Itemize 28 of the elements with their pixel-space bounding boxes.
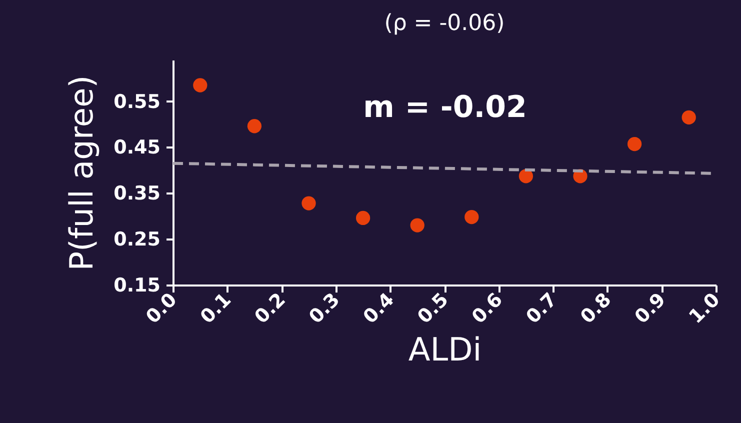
x-tick-label: 0.3 — [304, 288, 344, 328]
y-axis-title: P(full agree) — [62, 75, 101, 271]
annotation: m = -0.02 — [363, 90, 527, 125]
point — [464, 210, 479, 224]
point — [627, 136, 642, 152]
x-tick-label: 0.5 — [413, 288, 453, 328]
point — [193, 78, 208, 92]
y-tick-label: 0.55 — [114, 90, 160, 113]
x-tick-label: 0.4 — [359, 288, 398, 328]
x-tick-label: 0.8 — [576, 288, 616, 328]
y-tick-label: 0.25 — [114, 228, 160, 251]
point — [247, 119, 262, 134]
y-tick-label: 0.15 — [114, 274, 160, 296]
y-tick-label: 0.45 — [114, 136, 160, 159]
x-tick-label: 0.9 — [630, 288, 670, 328]
y-tick-label: 0.35 — [114, 182, 160, 205]
x-tick-label: 0.6 — [468, 288, 508, 328]
point — [518, 169, 534, 184]
x-tick-label: 1.0 — [684, 288, 724, 328]
point — [356, 210, 370, 226]
point — [410, 218, 424, 232]
x-tick-label: 0.1 — [196, 288, 236, 328]
x-tick-label: 0.7 — [522, 288, 562, 328]
point — [682, 110, 696, 124]
x-axis-title: ALDi — [408, 330, 482, 368]
chart-title: (ρ = -0.06) — [384, 11, 505, 36]
x-tick-label: 0.2 — [250, 288, 290, 328]
point — [302, 196, 316, 210]
